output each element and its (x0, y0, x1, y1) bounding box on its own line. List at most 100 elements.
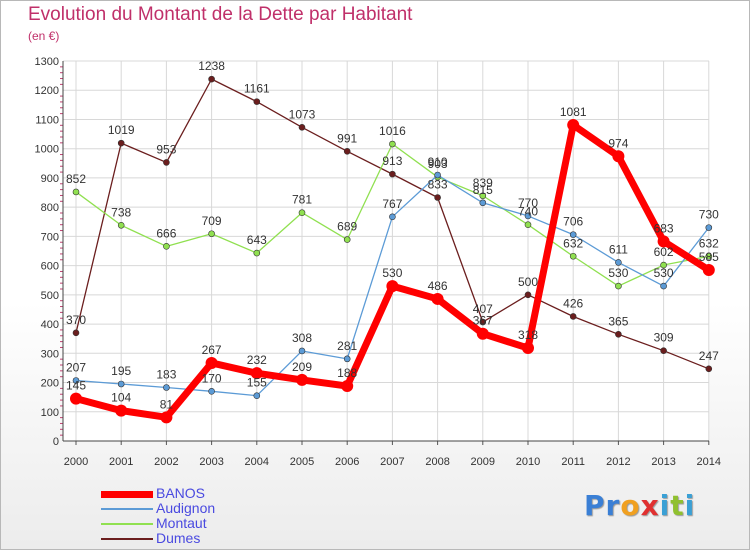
data-label-dumes: 500 (518, 275, 538, 289)
data-label-montaut: 632 (699, 236, 719, 250)
data-label-montaut: 781 (292, 193, 312, 207)
data-label-dumes: 833 (428, 178, 448, 192)
data-label-montaut: 903 (428, 157, 448, 171)
data-point-montaut (389, 140, 396, 148)
data-point-montaut (660, 261, 667, 269)
data-point-banos (657, 235, 670, 248)
x-tick-label: 2012 (606, 456, 630, 468)
data-label-banos: 104 (111, 391, 131, 405)
data-label-montaut: 689 (337, 220, 357, 234)
data-label-dumes: 365 (608, 314, 628, 328)
data-point-dumes (298, 124, 306, 131)
data-label-audignon: 815 (473, 183, 493, 197)
legend-label: Audignon (156, 500, 216, 516)
data-label-montaut: 738 (111, 205, 131, 219)
data-point-banos (115, 404, 128, 417)
data-point-audignon (298, 347, 306, 355)
legend-swatch (101, 523, 153, 525)
data-point-montaut (524, 221, 532, 228)
data-label-montaut: 530 (608, 266, 628, 280)
y-tick-label: 0 (53, 436, 59, 448)
legend-swatch (101, 490, 153, 498)
x-tick-label: 2003 (199, 456, 223, 468)
data-point-audignon (705, 224, 713, 231)
y-tick-label: 1300 (35, 56, 59, 68)
data-label-dumes: 1161 (244, 82, 270, 96)
data-label-dumes: 913 (382, 154, 402, 168)
data-label-dumes: 991 (337, 131, 357, 145)
data-point-montaut (569, 252, 577, 260)
data-point-montaut (117, 221, 125, 229)
y-tick-label: 100 (41, 407, 59, 419)
logo-letter: i (684, 489, 696, 522)
data-point-banos (567, 119, 580, 132)
data-label-montaut: 852 (66, 172, 86, 186)
data-point-dumes (208, 75, 215, 83)
data-point-audignon (524, 212, 532, 220)
data-label-banos: 486 (428, 279, 448, 293)
legend-label: BANOS (156, 485, 206, 501)
data-point-montaut (208, 230, 215, 238)
logo-letter: i (659, 489, 671, 522)
legend-label: Dumes (156, 530, 201, 546)
x-tick-label: 2014 (697, 456, 721, 468)
data-label-dumes: 1019 (108, 123, 135, 137)
data-point-audignon (343, 355, 351, 363)
data-label-audignon: 530 (654, 266, 674, 280)
data-point-dumes (163, 159, 170, 166)
data-label-audignon: 910 (428, 155, 448, 169)
data-point-banos (386, 280, 399, 293)
data-label-audignon: 183 (156, 368, 176, 382)
data-label-montaut: 632 (563, 236, 583, 250)
data-point-montaut (705, 252, 713, 260)
data-point-dumes (117, 139, 125, 147)
x-tick-label: 2013 (651, 456, 675, 468)
data-label-montaut: 709 (202, 214, 222, 228)
data-point-dumes (389, 170, 396, 178)
x-tick-label: 2008 (425, 456, 449, 468)
data-label-montaut: 602 (654, 245, 674, 259)
data-label-audignon: 281 (337, 339, 357, 353)
data-label-dumes: 309 (654, 331, 674, 345)
data-label-dumes: 247 (699, 349, 719, 363)
x-tick-label: 2006 (335, 456, 359, 468)
y-tick-label: 800 (41, 202, 59, 214)
y-tick-label: 600 (41, 261, 59, 273)
x-tick-label: 2009 (471, 456, 495, 468)
data-point-banos (522, 342, 534, 355)
data-point-montaut (163, 243, 170, 250)
data-label-dumes: 1238 (198, 59, 225, 73)
data-point-dumes (705, 365, 713, 373)
data-label-audignon: 611 (609, 242, 628, 256)
data-point-dumes (434, 194, 441, 201)
y-tick-label: 200 (41, 378, 59, 390)
y-tick-label: 700 (41, 231, 59, 243)
data-point-audignon (479, 199, 487, 207)
data-label-banos: 145 (66, 379, 86, 393)
data-point-audignon (434, 171, 441, 179)
proxiti-logo: Proxiti (584, 489, 695, 522)
data-label-dumes: 953 (156, 142, 176, 156)
y-tick-label: 900 (41, 173, 59, 185)
x-tick-label: 2000 (64, 456, 88, 468)
data-point-dumes (479, 318, 487, 326)
data-label-montaut: 666 (156, 226, 176, 240)
data-point-audignon (253, 392, 261, 399)
plot-area (63, 61, 709, 441)
y-tick-label: 1000 (35, 144, 59, 156)
data-point-montaut (298, 209, 306, 217)
x-tick-label: 2011 (561, 456, 585, 468)
data-label-dumes: 1073 (289, 107, 316, 121)
x-tick-label: 2001 (109, 456, 133, 468)
data-label-audignon: 155 (247, 376, 267, 390)
data-point-audignon (208, 388, 215, 395)
data-point-dumes (569, 313, 577, 320)
data-label-banos: 81 (160, 397, 174, 411)
data-label-dumes: 370 (66, 313, 86, 327)
data-label-banos: 683 (654, 221, 674, 235)
data-point-montaut (343, 236, 351, 243)
legend-swatch (101, 538, 153, 540)
data-point-banos (70, 392, 82, 405)
data-label-audignon: 770 (518, 196, 538, 210)
